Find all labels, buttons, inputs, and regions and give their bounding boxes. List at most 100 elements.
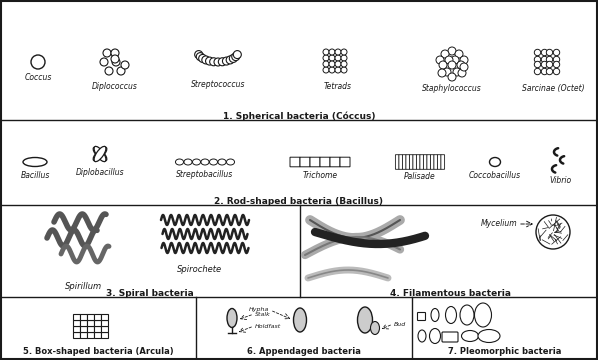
Circle shape bbox=[214, 58, 222, 66]
Text: 2. Rod-shaped bacteria (Bacillus): 2. Rod-shaped bacteria (Bacillus) bbox=[215, 197, 383, 206]
Text: Diplococcus: Diplococcus bbox=[92, 82, 138, 91]
FancyBboxPatch shape bbox=[427, 155, 431, 169]
Circle shape bbox=[121, 61, 129, 69]
Text: Vibrio: Vibrio bbox=[549, 176, 571, 185]
FancyBboxPatch shape bbox=[423, 155, 427, 169]
Circle shape bbox=[448, 47, 456, 55]
Circle shape bbox=[329, 55, 335, 61]
Bar bbox=[93, 326, 100, 332]
Circle shape bbox=[547, 61, 553, 68]
Circle shape bbox=[448, 61, 456, 69]
Ellipse shape bbox=[294, 308, 307, 332]
Circle shape bbox=[323, 49, 329, 55]
Circle shape bbox=[112, 58, 120, 66]
Circle shape bbox=[195, 51, 203, 59]
Text: Bacillus: Bacillus bbox=[20, 171, 50, 180]
FancyBboxPatch shape bbox=[320, 157, 330, 167]
Circle shape bbox=[460, 56, 468, 64]
Ellipse shape bbox=[478, 329, 500, 342]
Circle shape bbox=[335, 67, 341, 73]
Bar bbox=[80, 320, 87, 326]
FancyBboxPatch shape bbox=[431, 155, 434, 169]
Circle shape bbox=[206, 57, 213, 65]
FancyBboxPatch shape bbox=[310, 157, 320, 167]
Ellipse shape bbox=[93, 147, 107, 161]
Ellipse shape bbox=[175, 159, 184, 165]
Circle shape bbox=[541, 56, 548, 63]
Circle shape bbox=[439, 61, 447, 69]
Text: Sarcinae (Octet): Sarcinae (Octet) bbox=[521, 84, 584, 93]
Circle shape bbox=[541, 61, 548, 68]
Bar bbox=[87, 314, 93, 320]
Circle shape bbox=[111, 55, 119, 63]
FancyBboxPatch shape bbox=[437, 155, 441, 169]
Ellipse shape bbox=[201, 159, 209, 165]
Circle shape bbox=[210, 58, 218, 66]
FancyBboxPatch shape bbox=[330, 157, 340, 167]
Bar bbox=[72, 332, 80, 338]
Ellipse shape bbox=[358, 307, 373, 333]
Circle shape bbox=[105, 67, 113, 75]
Bar bbox=[80, 332, 87, 338]
Ellipse shape bbox=[431, 309, 439, 321]
Bar bbox=[80, 326, 87, 332]
Text: 3. Spiral bacteria: 3. Spiral bacteria bbox=[106, 288, 194, 297]
Text: Streptobacillus: Streptobacillus bbox=[176, 170, 234, 179]
FancyBboxPatch shape bbox=[290, 157, 300, 167]
Ellipse shape bbox=[429, 328, 441, 343]
Circle shape bbox=[553, 68, 560, 75]
Ellipse shape bbox=[460, 305, 474, 325]
Circle shape bbox=[536, 215, 570, 249]
Bar bbox=[100, 320, 108, 326]
Text: Streptococcus: Streptococcus bbox=[191, 80, 245, 89]
FancyBboxPatch shape bbox=[399, 155, 402, 169]
Text: Tetrads: Tetrads bbox=[324, 82, 352, 91]
Circle shape bbox=[103, 49, 111, 57]
Circle shape bbox=[329, 67, 335, 73]
Ellipse shape bbox=[474, 303, 492, 327]
Text: 1. Spherical bacteria (Cóccus): 1. Spherical bacteria (Cóccus) bbox=[222, 111, 376, 121]
Text: Mycelium: Mycelium bbox=[480, 220, 517, 229]
Circle shape bbox=[455, 50, 463, 58]
Text: Spirochete: Spirochete bbox=[178, 265, 222, 274]
Ellipse shape bbox=[227, 159, 234, 165]
Circle shape bbox=[323, 67, 329, 73]
Circle shape bbox=[323, 61, 329, 67]
Circle shape bbox=[323, 55, 329, 61]
Text: Coccus: Coccus bbox=[25, 73, 51, 82]
FancyBboxPatch shape bbox=[340, 157, 350, 167]
Circle shape bbox=[222, 57, 230, 65]
Text: Palisade: Palisade bbox=[404, 172, 436, 181]
Circle shape bbox=[196, 53, 205, 60]
Circle shape bbox=[199, 54, 207, 62]
Circle shape bbox=[229, 54, 237, 62]
Ellipse shape bbox=[94, 147, 106, 162]
Circle shape bbox=[547, 68, 553, 75]
Circle shape bbox=[458, 69, 466, 77]
Bar bbox=[80, 314, 87, 320]
Circle shape bbox=[100, 58, 108, 66]
FancyBboxPatch shape bbox=[406, 155, 410, 169]
Text: 6. Appendaged bacteria: 6. Appendaged bacteria bbox=[247, 347, 361, 356]
Circle shape bbox=[534, 68, 541, 75]
Circle shape bbox=[335, 61, 341, 67]
Circle shape bbox=[341, 49, 347, 55]
Ellipse shape bbox=[193, 159, 200, 165]
Text: Stalk: Stalk bbox=[255, 311, 271, 316]
Circle shape bbox=[541, 68, 548, 75]
Ellipse shape bbox=[93, 147, 107, 161]
FancyBboxPatch shape bbox=[410, 155, 413, 169]
Circle shape bbox=[232, 53, 240, 60]
Circle shape bbox=[341, 67, 347, 73]
Bar bbox=[93, 332, 100, 338]
Text: Holdfast: Holdfast bbox=[255, 324, 281, 328]
Circle shape bbox=[460, 63, 468, 71]
Circle shape bbox=[534, 56, 541, 63]
Bar bbox=[93, 314, 100, 320]
Circle shape bbox=[553, 56, 560, 63]
Text: Coccobacillus: Coccobacillus bbox=[469, 171, 521, 180]
Bar bbox=[72, 326, 80, 332]
Ellipse shape bbox=[490, 158, 501, 166]
Bar bbox=[87, 320, 93, 326]
Circle shape bbox=[329, 49, 335, 55]
